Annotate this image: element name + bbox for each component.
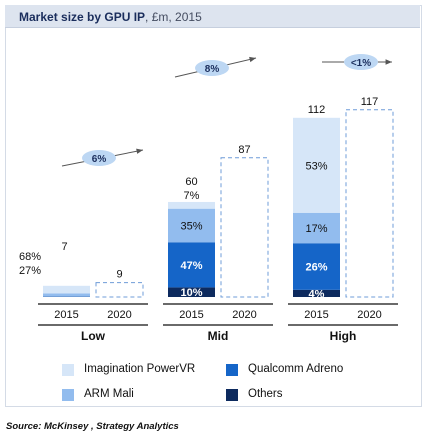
bar-segment-low-2015-imagination-powervr <box>43 285 90 294</box>
growth-label-low: 6% <box>92 154 107 165</box>
projected-bar-mid-2020 <box>220 157 269 298</box>
group-label-mid: Mid <box>208 329 229 343</box>
growth-label-mid: 8% <box>205 64 220 75</box>
year-label-high-2020: 2020 <box>357 309 381 321</box>
growth-arrow-head-high <box>385 59 392 65</box>
growth-label-high: <1% <box>351 58 371 69</box>
segment-label-high-2015-imagination-powervr: 53% <box>305 160 327 172</box>
bar-segment-high-2015-others <box>293 289 340 297</box>
growth-arrow-head-mid <box>249 56 256 63</box>
growth-oval-mid <box>195 60 229 76</box>
year-label-mid-2020: 2020 <box>232 309 256 321</box>
bar-segment-low-2015-arm-mali <box>43 293 90 297</box>
bar-segment-high-2015-imagination-powervr <box>293 117 340 213</box>
year-label-mid-2015: 2015 <box>179 309 203 321</box>
growth-arrow-head-low <box>136 148 143 154</box>
segment-label-low-2015-imagination-powervr: 68% <box>19 251 41 263</box>
bar-segment-high-2015-qualcomm-adreno <box>293 243 340 290</box>
segment-label-high-2015-others: 4% <box>309 288 325 300</box>
chart-header: Market size by GPU IP, £m, 2015 <box>5 5 420 28</box>
bar-segment-mid-2015-arm-mali <box>168 208 215 243</box>
total-label-mid-2020: 87 <box>238 144 250 156</box>
chart-title: Market size by GPU IP, £m, 2015 <box>19 10 202 24</box>
year-label-low-2020: 2020 <box>107 309 131 321</box>
total-label-low-2020: 9 <box>116 269 122 281</box>
segment-label-low-2015-arm-mali: 27% <box>19 265 41 277</box>
chart-title-main: Market size by GPU IP <box>19 10 146 24</box>
segment-label-mid-2015-imagination-powervr: 7% <box>184 190 200 202</box>
bar-segment-mid-2015-imagination-powervr <box>168 201 215 209</box>
year-label-high-2015: 2015 <box>304 309 328 321</box>
segment-label-mid-2015-others: 10% <box>180 287 202 299</box>
chart-title-unit: , £m, 2015 <box>145 10 202 24</box>
bar-segment-mid-2015-others <box>168 287 215 297</box>
total-label-high-2020: 117 <box>361 96 379 108</box>
growth-oval-high <box>344 54 378 70</box>
segment-label-high-2015-arm-mali: 17% <box>305 223 327 235</box>
projected-bar-high-2020 <box>345 109 394 298</box>
total-label-low-2015: 7 <box>61 241 67 253</box>
segment-label-mid-2015-qualcomm-adreno: 47% <box>180 260 202 272</box>
bar-segment-high-2015-arm-mali <box>293 212 340 244</box>
source-note: Source: McKinsey , Strategy Analytics <box>6 421 179 432</box>
group-label-high: High <box>330 329 357 343</box>
segment-label-high-2015-qualcomm-adreno: 26% <box>305 262 327 274</box>
group-label-low: Low <box>81 329 106 343</box>
total-label-mid-2015: 60 <box>185 176 197 188</box>
projected-bar-low-2020 <box>95 282 144 298</box>
growth-oval-low <box>82 150 116 166</box>
segment-label-mid-2015-arm-mali: 35% <box>180 220 202 232</box>
year-label-low-2015: 2015 <box>54 309 78 321</box>
total-label-high-2015: 112 <box>308 104 326 116</box>
bar-segment-mid-2015-qualcomm-adreno <box>168 242 215 288</box>
